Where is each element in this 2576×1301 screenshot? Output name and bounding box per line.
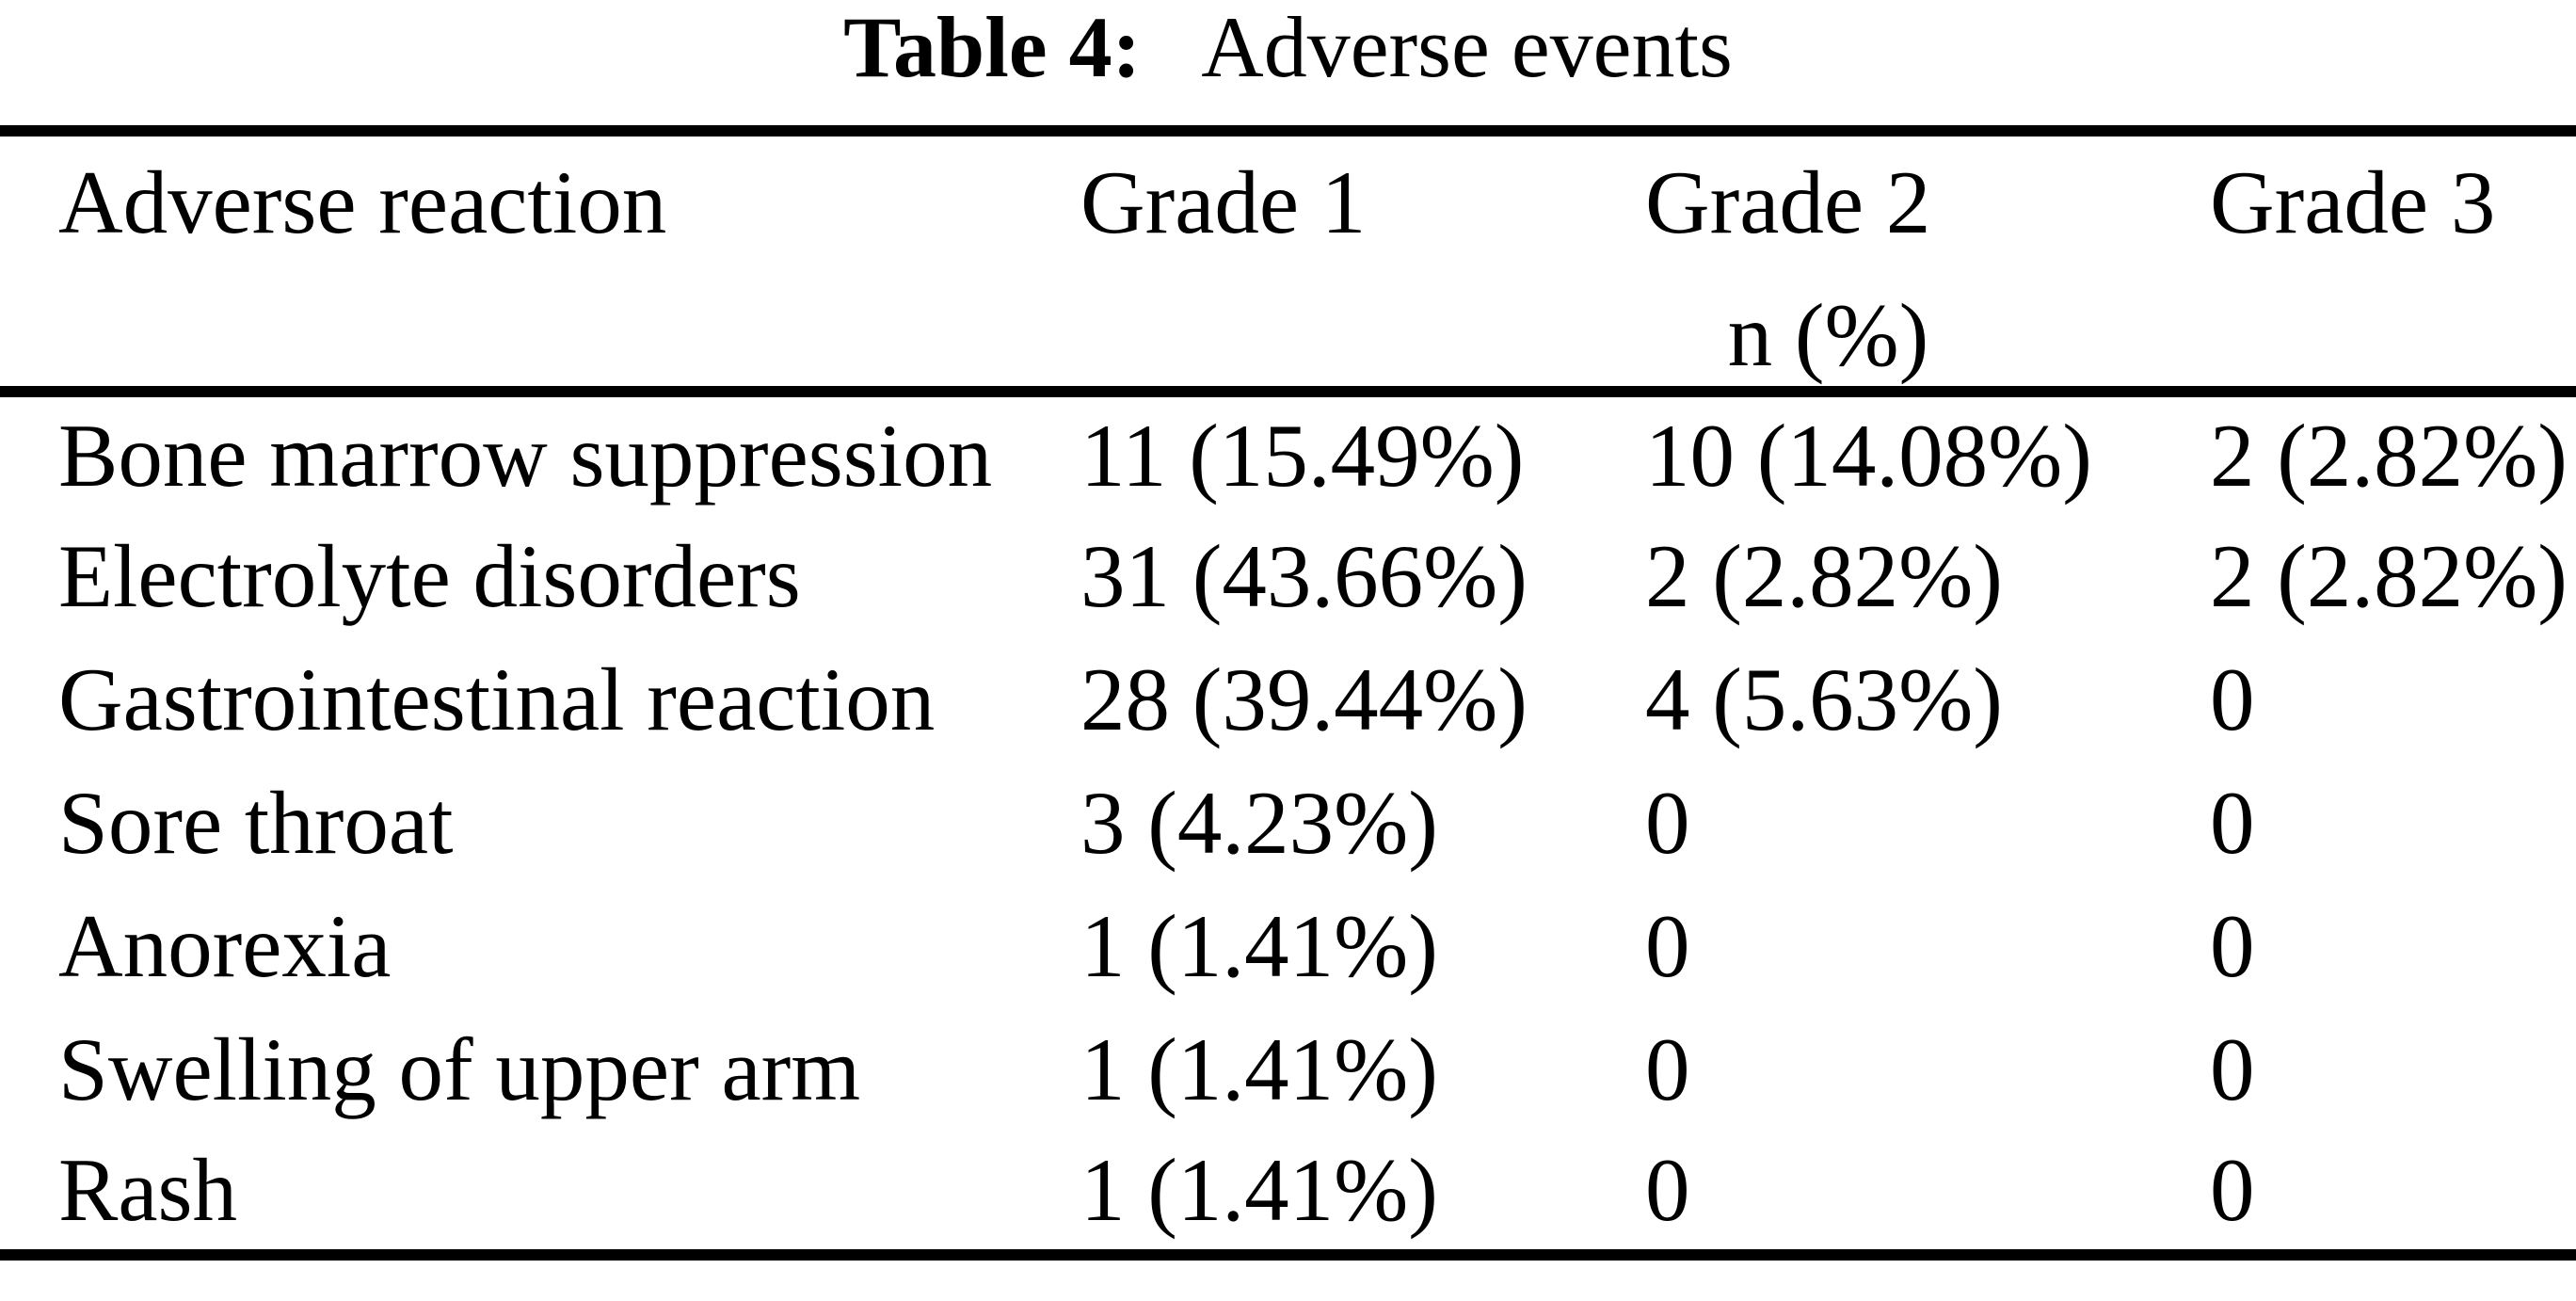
cell-grade-1: 1 (1.41%) — [1080, 1140, 1438, 1240]
table-row: Rash 1 (1.41%) 0 0 — [0, 1132, 2576, 1255]
adverse-events-table: Adverse reaction Grade 1 Grade 2 Grade 3… — [0, 125, 2576, 1261]
cell-grade-2: 0 — [1645, 896, 1690, 996]
table-caption-label: Table 4: — [843, 0, 1142, 95]
cell-grade-1: 11 (15.49%) — [1080, 406, 1525, 506]
table-row: Bone marrow suppression 11 (15.49%) 10 (… — [0, 392, 2576, 515]
cell-grade-3: 0 — [2210, 1020, 2255, 1119]
cell-grade-3: 0 — [2210, 896, 2255, 996]
cell-grade-2: 0 — [1645, 1140, 1690, 1240]
table-row: Electrolyte disorders 31 (43.66%) 2 (2.8… — [0, 515, 2576, 638]
table-row: Anorexia 1 (1.41%) 0 0 — [0, 885, 2576, 1008]
cell-adverse-reaction: Bone marrow suppression — [58, 406, 993, 506]
table-caption-title: Adverse events — [1201, 0, 1733, 95]
cell-grade-1: 1 (1.41%) — [1080, 1020, 1438, 1119]
cell-grade-1: 1 (1.41%) — [1080, 896, 1438, 996]
cell-grade-3: 2 (2.82%) — [2210, 526, 2568, 626]
header-cell-grade-1: Grade 1 — [1080, 152, 1367, 252]
table-caption: Table 4: Adverse events — [0, 0, 2576, 125]
table-row: Swelling of upper arm 1 (1.41%) 0 0 — [0, 1008, 2576, 1132]
cell-grade-3: 0 — [2210, 650, 2255, 749]
subheader-n-percent-cell: n (%) — [1080, 285, 2576, 397]
cell-grade-1: 31 (43.66%) — [1080, 526, 1528, 626]
cell-grade-3: 2 (2.82%) — [2210, 406, 2568, 506]
table-row: Gastrointestinal reaction 28 (39.44%) 4 … — [0, 638, 2576, 762]
cell-adverse-reaction: Gastrointestinal reaction — [58, 650, 936, 749]
cell-adverse-reaction: Swelling of upper arm — [58, 1020, 861, 1119]
subheader-spacer-cell — [0, 285, 1080, 397]
cell-grade-3: 0 — [2210, 1140, 2255, 1240]
header-cell-grade-2: Grade 2 — [1645, 152, 1931, 252]
header-row: Adverse reaction Grade 1 Grade 2 Grade 3 — [0, 131, 2576, 285]
subheader-row: n (%) — [0, 285, 2576, 397]
cell-grade-2: 0 — [1645, 1020, 1690, 1119]
header-cell-adverse-reaction: Adverse reaction — [58, 152, 667, 252]
cell-grade-2: 4 (5.63%) — [1645, 650, 2003, 749]
cell-grade-2: 0 — [1645, 773, 1690, 873]
cell-grade-1: 28 (39.44%) — [1080, 650, 1528, 749]
header-cell-grade-3: Grade 3 — [2210, 152, 2496, 252]
cell-grade-2: 2 (2.82%) — [1645, 526, 2003, 626]
cell-grade-3: 0 — [2210, 773, 2255, 873]
cell-grade-1: 3 (4.23%) — [1080, 773, 1438, 873]
cell-grade-2: 10 (14.08%) — [1645, 406, 2092, 506]
cell-adverse-reaction: Electrolyte disorders — [58, 526, 801, 626]
cell-adverse-reaction: Sore throat — [58, 773, 454, 873]
cell-adverse-reaction: Anorexia — [58, 896, 392, 996]
cell-adverse-reaction: Rash — [58, 1140, 237, 1240]
table-row: Sore throat 3 (4.23%) 0 0 — [0, 762, 2576, 885]
